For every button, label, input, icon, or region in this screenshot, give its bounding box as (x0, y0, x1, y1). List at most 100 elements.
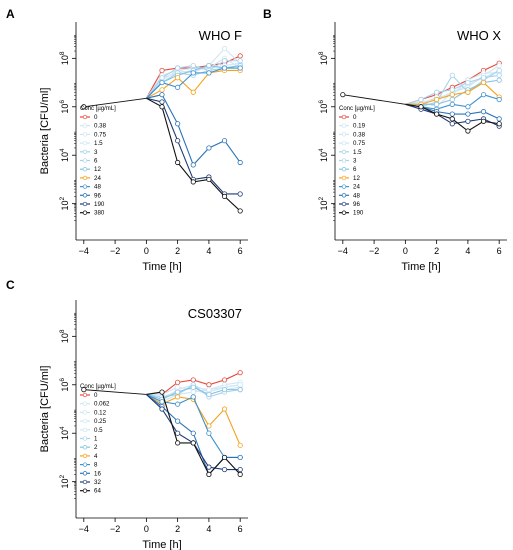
legend-marker (82, 193, 88, 198)
y-tick-label: 108 (59, 51, 70, 65)
legend-entry: 0 (94, 114, 98, 121)
data-point (237, 382, 243, 388)
legend-entry: 0.19 (353, 123, 366, 130)
y-tick-label: 106 (318, 100, 329, 114)
legend-marker (82, 418, 88, 424)
legend-entry: 0 (94, 392, 98, 399)
data-point (221, 377, 228, 383)
data-point (237, 454, 243, 461)
data-point (449, 101, 455, 107)
data-point (206, 62, 212, 69)
legend-marker (341, 140, 347, 146)
series-64 (146, 389, 243, 477)
data-point (159, 67, 165, 74)
data-point (190, 89, 196, 95)
legend-marker (82, 201, 88, 207)
x-axis-label: Time [h] (401, 261, 440, 273)
legend-entry: 2 (94, 444, 98, 451)
data-point (480, 79, 487, 86)
x-tick-label: −2 (369, 246, 379, 256)
x-tick-label: 4 (206, 246, 211, 256)
x-tick-label: −4 (338, 246, 348, 256)
panel-letter: A (6, 7, 15, 21)
data-point (449, 121, 455, 127)
data-point (434, 101, 440, 107)
y-tick-label: 106 (59, 378, 70, 392)
data-point (480, 75, 487, 81)
data-point (206, 382, 212, 388)
data-point (237, 191, 243, 197)
legend-entry: 64 (94, 488, 101, 495)
data-point (190, 384, 196, 390)
legend-marker (82, 453, 88, 459)
y-tick-label: 102 (318, 196, 329, 210)
data-point (206, 430, 212, 436)
x-tick-label: −2 (110, 246, 120, 256)
legend-marker (82, 123, 88, 128)
legend-title: Conc [µg/mL] (339, 106, 375, 112)
data-point (449, 96, 455, 103)
shared-segment (83, 97, 147, 108)
legend-entry: 3 (353, 158, 357, 165)
data-point (480, 118, 487, 124)
y-tick-label: 102 (59, 474, 70, 488)
legend-title: Conc [µg/mL] (80, 106, 116, 112)
data-point (159, 75, 165, 81)
data-point (449, 72, 455, 78)
data-point (159, 399, 165, 405)
data-point (175, 159, 181, 166)
data-point (206, 471, 212, 477)
legend-marker (82, 140, 88, 146)
series-24 (405, 92, 502, 112)
data-point (449, 116, 455, 122)
legend-entry: 380 (94, 210, 105, 217)
data-point (159, 406, 165, 412)
data-point (159, 99, 165, 105)
panel-letter: C (6, 278, 15, 292)
data-point (206, 423, 212, 429)
legend-entry: 24 (353, 184, 360, 191)
data-point (190, 70, 196, 76)
data-point (237, 53, 243, 59)
y-tick-label: 108 (318, 51, 329, 65)
data-point (175, 440, 181, 446)
chart-title: WHO F (199, 28, 242, 43)
legend-entry: 1 (94, 436, 98, 443)
y-axis-label: Bacteria [CFU/ml] (39, 88, 51, 175)
data-point (221, 46, 228, 52)
data-point (496, 121, 502, 127)
legend-marker (82, 210, 88, 215)
data-point (190, 394, 196, 400)
legend-marker (341, 201, 347, 207)
data-point (190, 62, 196, 69)
data-point (237, 466, 243, 473)
series-96 (146, 92, 243, 168)
data-point (159, 79, 165, 86)
data-point (465, 128, 471, 134)
data-point (175, 384, 181, 390)
data-point (449, 111, 455, 117)
legend-entry: 1.5 (353, 149, 362, 156)
x-tick-label: 2 (175, 246, 180, 256)
panel-letter: B (263, 7, 272, 21)
data-point (496, 72, 502, 78)
legend-entry: 0.12 (94, 409, 107, 416)
data-point (434, 96, 440, 103)
data-point (480, 92, 487, 98)
series-380 (146, 97, 243, 214)
legend-entry: 1.5 (94, 140, 103, 147)
legend-marker (82, 401, 88, 406)
legend-entry: 0.38 (94, 123, 107, 130)
data-point (206, 391, 212, 398)
data-point (221, 466, 228, 473)
legend-entry: 0.062 (94, 401, 110, 408)
shared-segment (342, 94, 406, 105)
legend-entry: 6 (353, 166, 357, 173)
y-tick-label: 104 (59, 148, 70, 162)
legend-marker (82, 175, 88, 181)
legend-entry: 3 (94, 149, 98, 156)
series-48 (145, 65, 243, 99)
data-point (175, 75, 181, 81)
